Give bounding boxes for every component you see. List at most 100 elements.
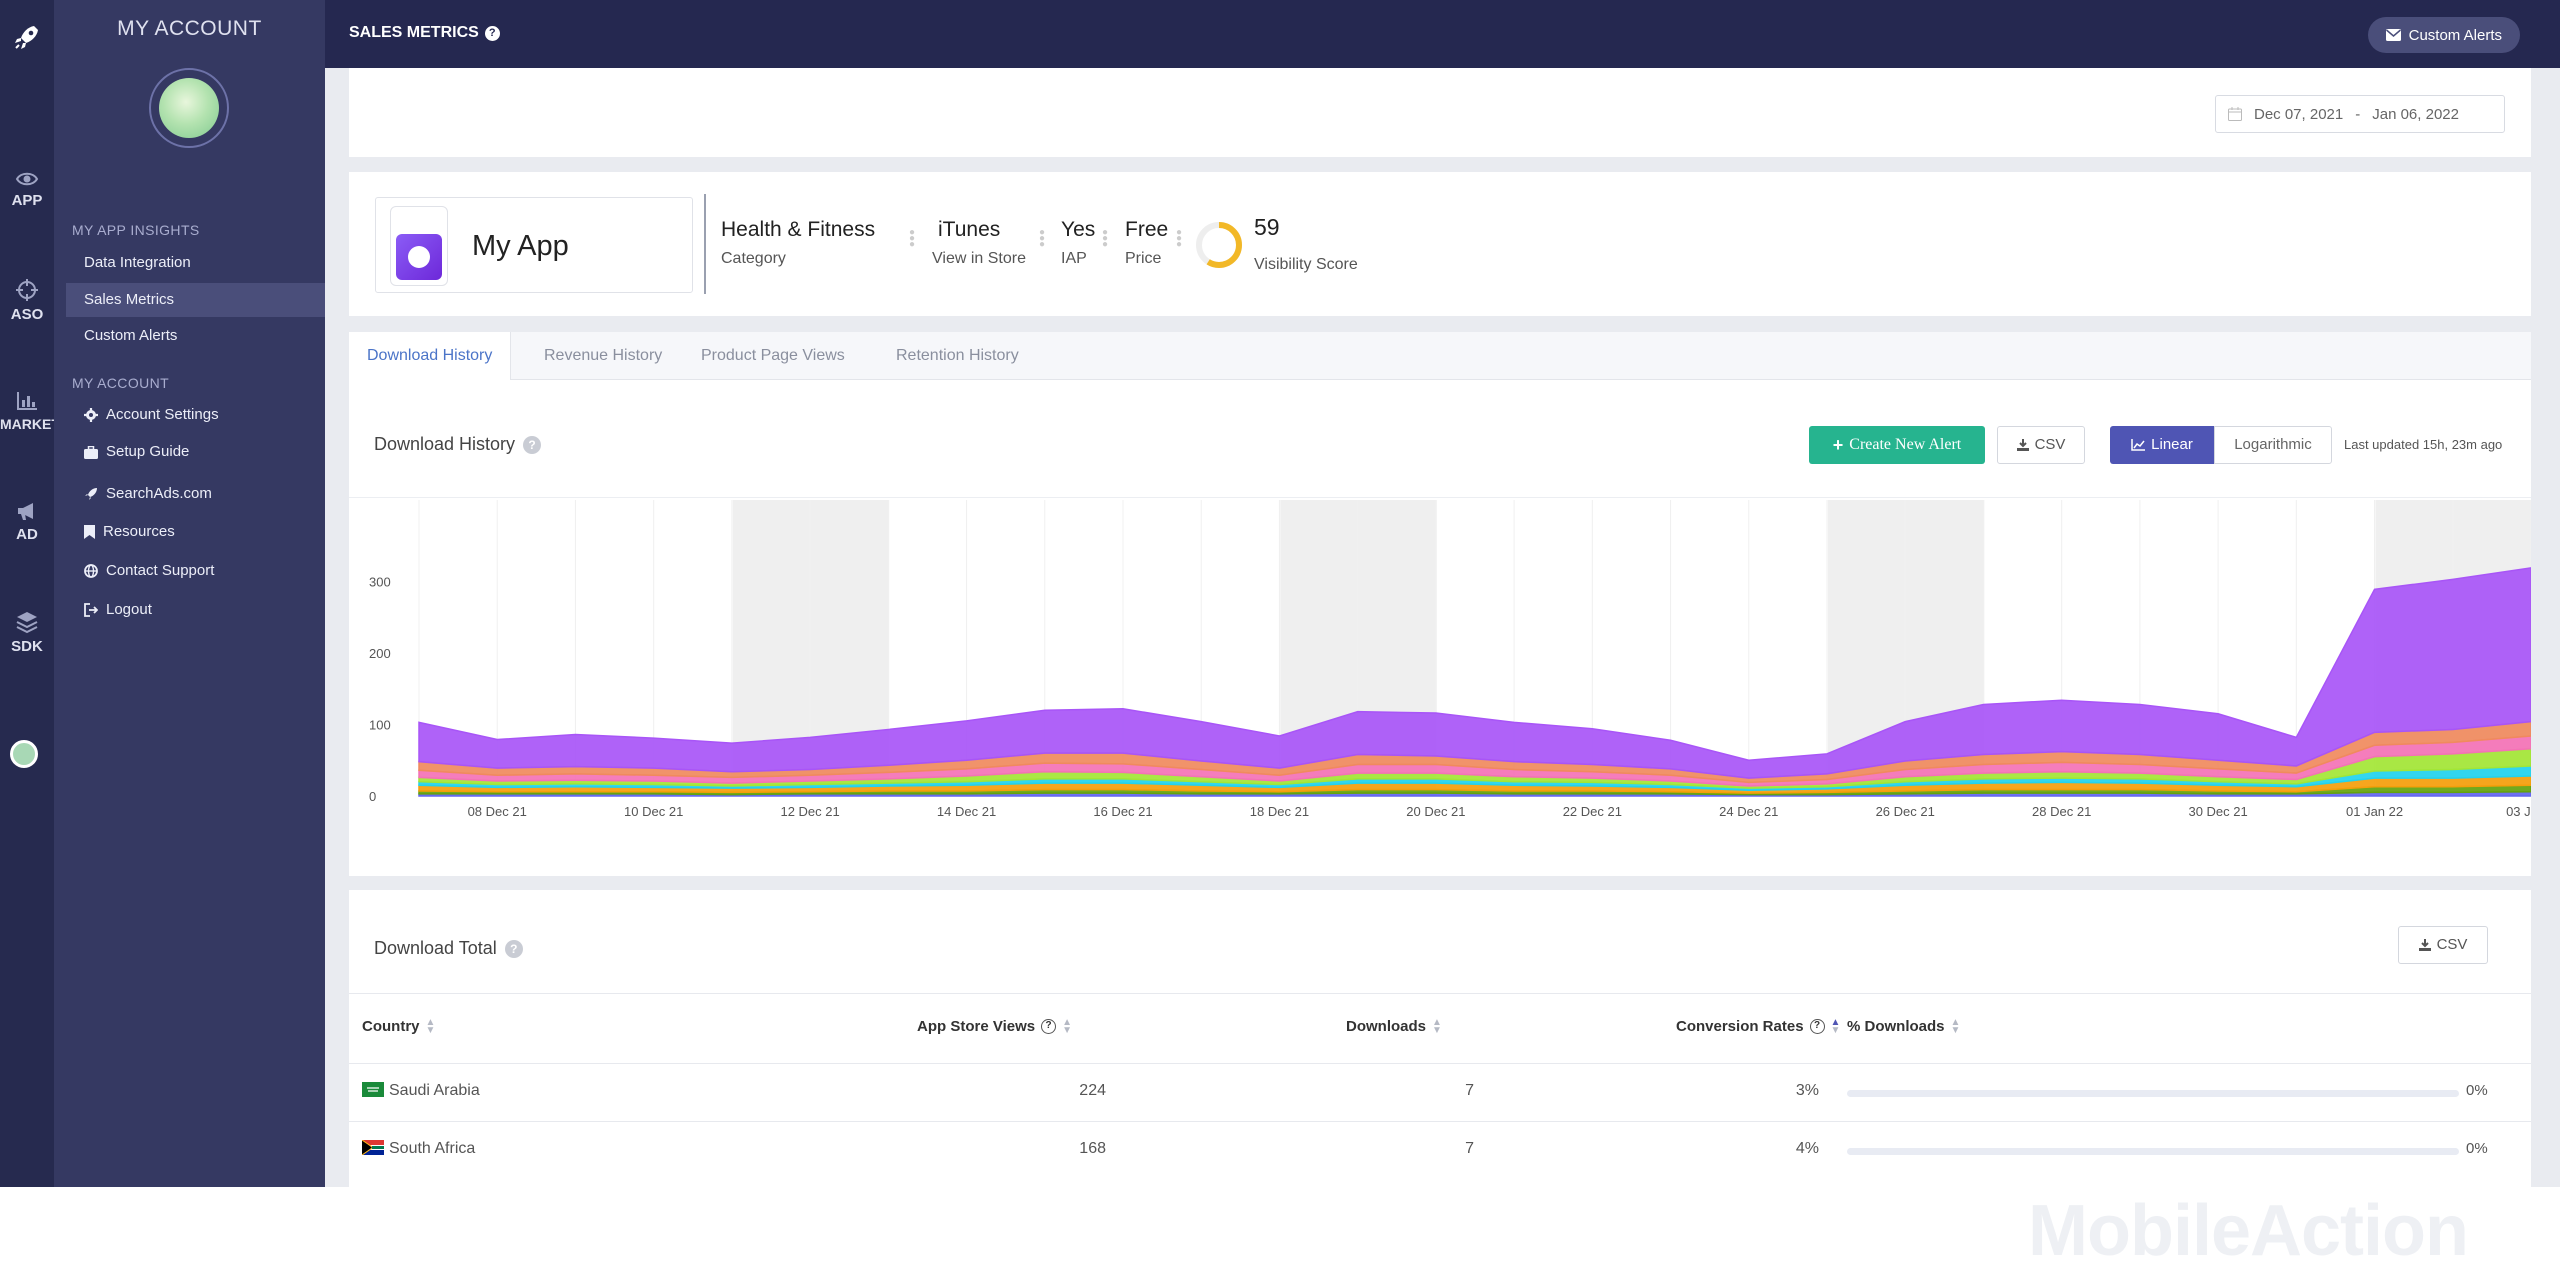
line-chart-icon	[2131, 439, 2146, 451]
divider	[349, 497, 2531, 498]
x-tick-label: 16 Dec 21	[1093, 804, 1152, 819]
main-content: Dec 07, 2021 - Jan 06, 2022 My App Healt…	[325, 68, 2560, 1187]
sort-icon: ▲ ▼	[425, 1016, 436, 1036]
envelope-icon	[2385, 29, 2401, 41]
divider	[349, 1063, 2531, 1064]
divider	[349, 1121, 2531, 1122]
tab-product-page-views[interactable]: Product Page Views	[701, 347, 845, 364]
sidebar-item-sales-metrics[interactable]: Sales Metrics	[66, 283, 325, 317]
account-avatar	[149, 68, 229, 148]
sidebar-item-label: Setup Guide	[106, 443, 190, 460]
visibility-score-value: 59	[1254, 214, 1280, 240]
rail-item-app[interactable]: APP	[0, 170, 54, 209]
briefcase-icon	[84, 445, 98, 459]
date-card: Dec 07, 2021 - Jan 06, 2022	[349, 68, 2531, 157]
tab-download-history[interactable]: Download History	[349, 332, 512, 380]
downloads-share-bar	[1847, 1090, 2459, 1097]
create-alert-button[interactable]: + Create New Alert	[1809, 426, 1985, 464]
iap-stat: Yes IAP	[1061, 218, 1095, 268]
plus-icon: +	[1832, 435, 1844, 455]
date-range-picker[interactable]: Dec 07, 2021 - Jan 06, 2022	[2215, 95, 2505, 133]
linear-scale-button[interactable]: Linear	[2110, 426, 2214, 464]
sidebar-item-label: Logout	[106, 601, 152, 618]
sort-icon: ▲ ▼	[1950, 1016, 1961, 1036]
pct-downloads-cell: 0%	[2466, 1140, 2488, 1157]
column-header-label: Downloads	[1346, 1018, 1427, 1035]
x-tick-label: 03 Jan 2	[2506, 804, 2531, 819]
downloads-cell: 7	[1465, 1140, 1474, 1157]
icon-rail: APP ASO MARKET AD SDK	[0, 0, 60, 1187]
help-icon[interactable]: ?	[484, 25, 500, 41]
x-tick-label: 30 Dec 21	[2188, 804, 2247, 819]
date-separator: -	[2355, 105, 2361, 123]
y-tick-label: 100	[369, 718, 391, 733]
last-updated-text: Last updated 15h, 23m ago	[2344, 437, 2503, 452]
download-icon	[2418, 939, 2431, 951]
rail-item-sdk[interactable]: SDK	[0, 610, 54, 655]
x-tick-label: 24 Dec 21	[1719, 804, 1778, 819]
history-tabs: Download History Revenue History Product…	[349, 332, 2531, 380]
csv-download-button[interactable]: CSV	[1997, 426, 2085, 464]
sidebar-item-logout[interactable]: Logout	[66, 593, 325, 627]
logarithmic-label: Logarithmic	[2234, 436, 2312, 453]
views-cell: 168	[1079, 1140, 1106, 1157]
chart-title: Download History ?	[374, 434, 542, 455]
tab-retention-history[interactable]: Retention History	[896, 347, 1019, 364]
downloads-cell: 7	[1465, 1082, 1474, 1099]
visibility-score-label: Visibility Score	[1254, 256, 1358, 273]
sidebar-item-custom-alerts[interactable]: Custom Alerts	[66, 319, 325, 353]
x-tick-label: 14 Dec 21	[937, 804, 996, 819]
help-icon[interactable]: ?	[1809, 1019, 1825, 1034]
date-start: Dec 07, 2021	[2254, 105, 2344, 123]
divider	[704, 194, 706, 294]
column-header-label: Country	[362, 1018, 420, 1035]
sort-icon: ▲ ▼	[1432, 1016, 1442, 1036]
price-label: Price	[1125, 250, 1162, 267]
category-label: Category	[721, 250, 786, 267]
separator-dots: ● ● ●	[909, 227, 916, 250]
brand-watermark: MobileAction	[2028, 1191, 2469, 1271]
sidebar-item-data-integration[interactable]: Data Integration	[66, 246, 325, 280]
conversion-cell: 4%	[1795, 1140, 1819, 1157]
column-header-country[interactable]: Country ▲ ▼	[362, 1016, 436, 1036]
rail-label: APP	[11, 192, 43, 209]
rocket-logo-icon[interactable]	[10, 20, 44, 54]
linear-label: Linear	[2151, 436, 2193, 453]
sidebar-item-searchads[interactable]: SearchAds.com	[66, 477, 325, 511]
help-icon[interactable]: ?	[504, 939, 523, 958]
help-icon[interactable]: ?	[1041, 1019, 1057, 1034]
app-name: My App	[472, 230, 569, 262]
tab-revenue-history[interactable]: Revenue History	[544, 347, 663, 364]
x-tick-label: 26 Dec 21	[1876, 804, 1935, 819]
sidebar-item-contact-support[interactable]: Contact Support	[66, 554, 325, 588]
logarithmic-scale-button[interactable]: Logarithmic	[2214, 426, 2332, 464]
column-header-app-store-views[interactable]: App Store Views ? ▲ ▼	[917, 1017, 1072, 1035]
sidebar-item-account-settings[interactable]: Account Settings	[66, 398, 325, 432]
table-csv-button[interactable]: CSV	[2398, 926, 2488, 964]
column-header-conversion-rates[interactable]: Conversion Rates ? ▲ ▼	[1676, 1017, 1840, 1035]
user-avatar[interactable]	[10, 740, 38, 768]
date-end: Jan 06, 2022	[2372, 105, 2459, 123]
store-stat[interactable]: iTunes View in Store	[932, 218, 1026, 268]
visibility-score-ring	[1196, 222, 1242, 268]
store-value: iTunes	[938, 218, 1001, 241]
chart-title-text: Download History	[374, 434, 516, 454]
rail-item-aso[interactable]: ASO	[0, 278, 54, 323]
sidebar-item-label: Account Settings	[106, 406, 219, 423]
x-tick-label: 01 Jan 22	[2346, 804, 2403, 819]
page-title-text: SALES METRICS	[349, 24, 479, 41]
y-tick-label: 300	[369, 575, 391, 590]
rail-label: SDK	[11, 638, 43, 655]
help-icon[interactable]: ?	[523, 435, 542, 454]
sidebar-item-resources[interactable]: Resources	[66, 515, 325, 549]
country-cell: Saudi Arabia	[362, 1082, 480, 1100]
custom-alerts-button[interactable]: Custom Alerts	[2367, 17, 2520, 53]
logout-icon	[84, 603, 98, 617]
rail-item-ad[interactable]: AD	[0, 500, 54, 543]
column-header-pct-downloads[interactable]: % Downloads ▲ ▼	[1847, 1016, 1961, 1036]
table-title: Download Total ?	[374, 938, 523, 959]
sidebar-item-setup-guide[interactable]: Setup Guide	[66, 435, 325, 469]
column-header-downloads[interactable]: Downloads ▲ ▼	[1346, 1016, 1442, 1036]
rail-item-market[interactable]: MARKET	[0, 390, 60, 432]
x-tick-label: 10 Dec 21	[624, 804, 683, 819]
